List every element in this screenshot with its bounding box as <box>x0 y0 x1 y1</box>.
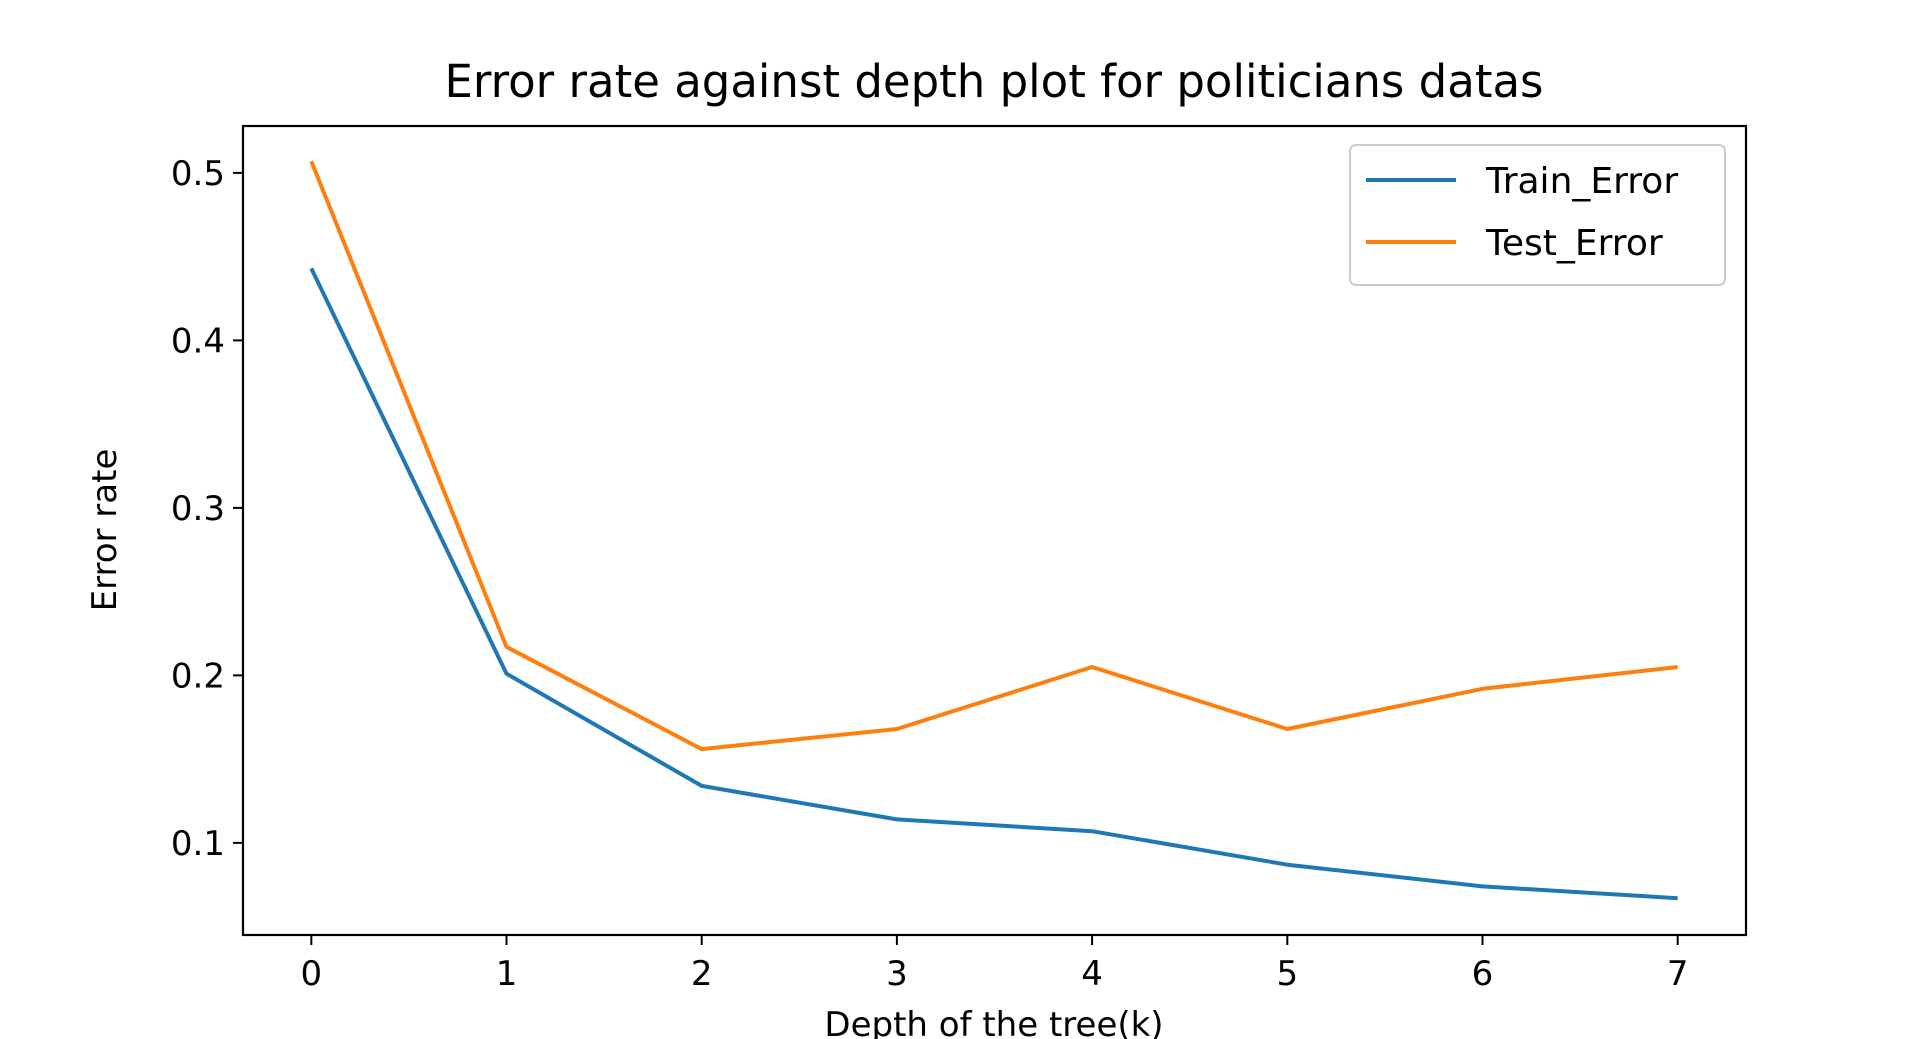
y-tick-label: 0.3 <box>171 489 225 529</box>
chart-title: Error rate against depth plot for politi… <box>445 55 1544 108</box>
y-tick-label: 0.2 <box>171 656 225 696</box>
x-tick-label: 0 <box>300 954 322 994</box>
x-tick-label: 7 <box>1667 954 1689 994</box>
x-axis-label: Depth of the tree(k) <box>824 1005 1163 1039</box>
y-axis-ticks: 0.1 0.2 0.3 0.4 0.5 <box>171 154 243 864</box>
x-axis-ticks: 0 1 2 3 4 5 6 7 <box>300 935 1689 994</box>
y-tick-label: 0.1 <box>171 824 225 864</box>
legend: Train_Error Test_Error <box>1349 144 1726 286</box>
x-tick-label: 1 <box>496 954 518 994</box>
axes-frame <box>241 124 1748 937</box>
y-axis-label: Error rate <box>85 449 125 612</box>
x-tick-label: 6 <box>1472 954 1494 994</box>
legend-label-train-error: Train_Error <box>1485 161 1678 202</box>
x-tick-label: 4 <box>1081 954 1103 994</box>
x-tick-label: 2 <box>691 954 713 994</box>
plot-area <box>241 124 1748 937</box>
series-line-train-error <box>309 267 1678 901</box>
y-tick-label: 0.5 <box>171 154 225 194</box>
series-line-test-error <box>309 160 1678 752</box>
x-tick-label: 5 <box>1276 954 1298 994</box>
series-layer <box>309 160 1678 901</box>
x-tick-label: 3 <box>886 954 908 994</box>
legend-label-test-error: Test_Error <box>1485 223 1663 264</box>
y-tick-label: 0.4 <box>171 321 225 361</box>
